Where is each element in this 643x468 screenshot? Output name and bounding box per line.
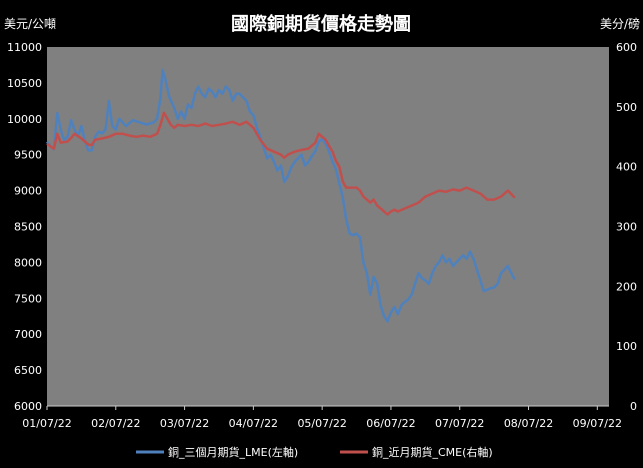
series-line-cme [46,111,516,216]
x-tick-label: 01/07/22 [22,417,71,430]
y-left-tick-label: 11000 [7,41,42,54]
x-tick-label: 08/07/22 [504,417,553,430]
x-tick-label: 05/07/22 [297,417,346,430]
y-left-tick-label: 6000 [14,400,42,413]
y-right-tick-label: 0 [630,400,637,413]
y-right-tick-label: 100 [616,340,637,353]
x-tick-label: 06/07/22 [366,417,415,430]
legend-label: 銅_三個月期貨_LME(左軸) [168,445,298,459]
x-tick-label: 04/07/22 [229,417,278,430]
series-lines [46,68,516,323]
y-left-tick-label: 10500 [7,77,42,90]
y-left-tick-label: 7000 [14,328,42,341]
x-tick-label: 03/07/22 [160,417,209,430]
y-left-tick-label: 7500 [14,292,42,305]
axes-group: 6000650070007500800085009000950010000105… [7,41,637,430]
y-left-tick-label: 9000 [14,185,42,198]
left-axis-unit-label: 美元/公噸 [4,17,56,31]
y-right-tick-label: 200 [616,280,637,293]
legend-label: 銅_近月期貨_CME(右軸) [372,445,493,459]
y-left-tick-label: 10000 [7,113,42,126]
plot-area [47,47,609,406]
right-axis-unit-label: 美分/磅 [600,16,640,31]
y-left-tick-label: 6500 [14,364,42,377]
y-left-tick-label: 8000 [14,256,42,269]
chart-title: 國際銅期貨價格走勢圖 [231,13,411,35]
y-right-tick-label: 400 [616,161,637,174]
x-tick-label: 07/07/22 [435,417,484,430]
y-right-tick-label: 300 [616,221,637,234]
legend: 銅_三個月期貨_LME(左軸) 銅_近月期貨_CME(右軸) [136,445,493,459]
x-tick-label: 09/07/22 [573,417,622,430]
y-left-tick-label: 9500 [14,149,42,162]
series-line-lme [46,68,516,323]
y-right-tick-label: 600 [616,41,637,54]
y-right-tick-label: 500 [616,101,637,114]
y-left-tick-label: 8500 [14,221,42,234]
x-tick-label: 02/07/22 [91,417,140,430]
